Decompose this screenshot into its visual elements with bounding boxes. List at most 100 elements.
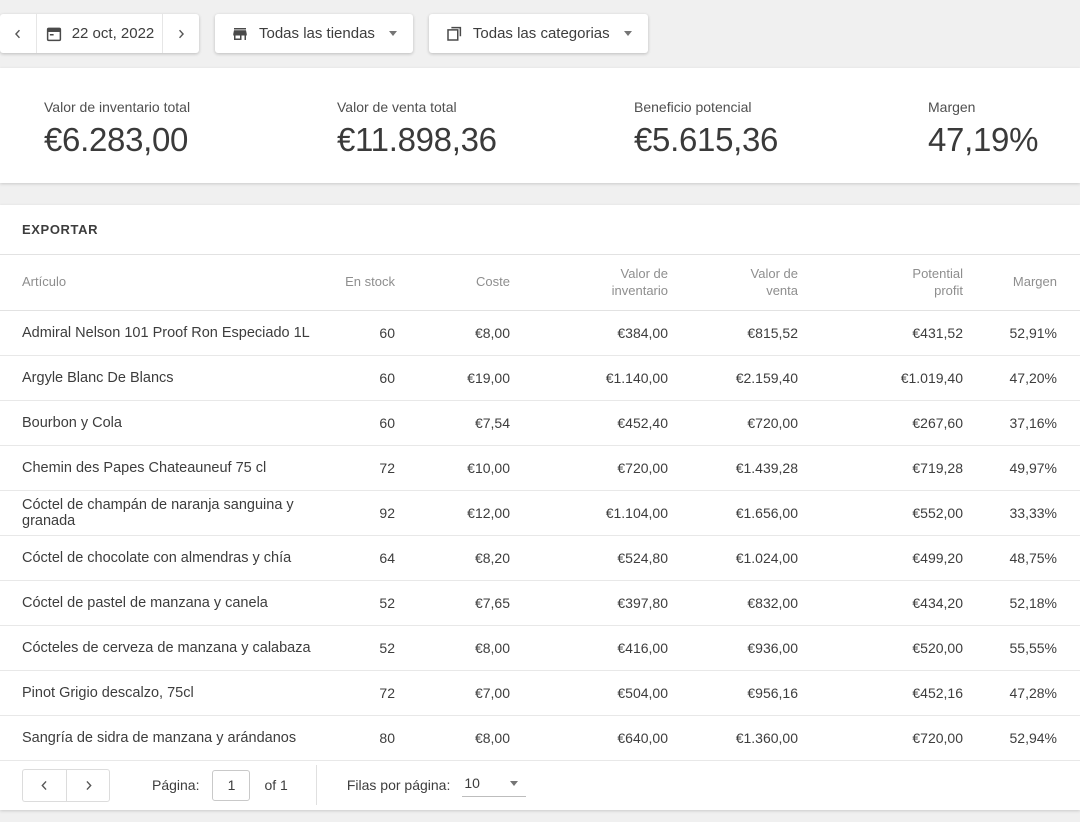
cell-cost: €12,00 [395,490,510,536]
stores-filter-dropdown[interactable]: Todas las tiendas [215,14,413,53]
cell-article: Pinot Grigio descalzo, 75cl [0,670,315,716]
cell-cost: €7,54 [395,400,510,446]
cell-article: Sangría de sidra de manzana y arándanos [0,715,315,761]
cell-margin: 33,33% [963,490,1080,536]
cell-article: Argyle Blanc De Blancs [0,355,315,401]
cell-article: Cóctel de chocolate con almendras y chía [0,535,315,581]
summary-card-margin: Margen 47,19% [928,68,1080,183]
categories-icon [447,26,462,41]
inventory-table: Artículo En stock Coste Valor de inventa… [0,255,1080,761]
export-button[interactable]: EXPORTAR [22,216,98,243]
cell-margin: 55,55% [963,625,1080,671]
header-sale-value: Valor de venta [668,255,798,311]
cell-sale-value: €1.360,00 [668,715,798,761]
summary-label: Margen [928,99,976,115]
previous-date-button[interactable] [0,14,36,53]
cell-cost: €19,00 [395,355,510,401]
calendar-icon [46,27,61,41]
rows-per-page-select[interactable]: 10 [462,773,526,797]
cell-stock: 80 [315,715,395,761]
chevron-right-icon [85,780,92,790]
cell-potential-profit: €431,52 [798,310,963,356]
cell-potential-profit: €1.019,40 [798,355,963,401]
header-stock: En stock [315,255,395,311]
cell-potential-profit: €434,20 [798,580,963,626]
cell-sale-value: €1.024,00 [668,535,798,581]
cell-stock: 60 [315,355,395,401]
cell-sale-value: €956,16 [668,670,798,716]
rows-per-page-value: 10 [464,775,480,791]
page-count-label: of 1 [264,777,288,793]
cell-inventory-value: €504,00 [510,670,668,716]
cell-stock: 92 [315,490,395,536]
dropdown-caret-icon [509,780,518,786]
page-label: Página: [152,777,200,793]
dropdown-caret-icon [623,31,632,36]
header-margin: Margen [963,255,1080,311]
previous-page-button[interactable] [22,768,66,802]
summary-value: €11.898,36 [337,121,497,158]
cell-inventory-value: €524,80 [510,535,668,581]
table-row: Cóctel de chocolate con almendras y chía… [0,535,1080,581]
cell-margin: 49,97% [963,445,1080,491]
store-icon [233,27,247,40]
cell-inventory-value: €397,80 [510,580,668,626]
cell-margin: 52,94% [963,715,1080,761]
summary-label: Valor de venta total [337,99,457,115]
date-navigator: 22 oct, 2022 [0,14,199,53]
dropdown-caret-icon [388,31,397,36]
cell-sale-value: €1.656,00 [668,490,798,536]
cell-stock: 52 [315,625,395,671]
footer-divider [315,765,317,805]
table-row: Sangría de sidra de manzana y arándanos … [0,715,1080,761]
chevron-left-icon [41,780,47,790]
cell-margin: 52,18% [963,580,1080,626]
cell-article: Chemin des Papes Chateauneuf 75 cl [0,445,315,491]
cell-cost: €8,00 [395,715,510,761]
summary-card-inventory-value: Valor de inventario total €6.283,00 [44,68,337,183]
table-header-row: Artículo En stock Coste Valor de inventa… [0,255,1080,311]
cell-margin: 47,28% [963,670,1080,716]
categories-filter-dropdown[interactable]: Todas las categorias [428,14,648,53]
cell-stock: 72 [315,445,395,491]
cell-stock: 60 [315,400,395,446]
table-row: Pinot Grigio descalzo, 75cl 72 €7,00 €50… [0,670,1080,716]
cell-potential-profit: €499,20 [798,535,963,581]
cell-cost: €8,00 [395,625,510,671]
date-picker-button[interactable]: 22 oct, 2022 [36,14,163,53]
cell-potential-profit: €267,60 [798,400,963,446]
cell-sale-value: €832,00 [668,580,798,626]
cell-sale-value: €2.159,40 [668,355,798,401]
categories-filter-label: Todas las categorias [472,25,610,42]
date-picker-value: 22 oct, 2022 [71,25,155,42]
table-row: Argyle Blanc De Blancs 60 €19,00 €1.140,… [0,355,1080,401]
cell-inventory-value: €384,00 [510,310,668,356]
table-row: Admiral Nelson 101 Proof Ron Especiado 1… [0,310,1080,356]
cell-inventory-value: €416,00 [510,625,668,671]
cell-potential-profit: €719,28 [798,445,963,491]
cell-sale-value: €1.439,28 [668,445,798,491]
page-number-input[interactable] [212,769,251,801]
cell-sale-value: €720,00 [668,400,798,446]
cell-stock: 72 [315,670,395,716]
summary-value: €5.615,36 [634,121,779,158]
header-cost: Coste [395,255,510,311]
chevron-right-icon [179,29,184,38]
table-row: Cóctel de champán de naranja sanguina y … [0,490,1080,536]
cell-article: Admiral Nelson 101 Proof Ron Especiado 1… [0,310,315,356]
table-actions-bar: EXPORTAR [0,205,1080,255]
next-date-button[interactable] [163,14,199,53]
cell-margin: 48,75% [963,535,1080,581]
summary-value: 47,19% [928,121,1039,158]
summary-label: Valor de inventario total [44,99,191,115]
next-page-button[interactable] [66,768,110,802]
cell-inventory-value: €640,00 [510,715,668,761]
cell-stock: 52 [315,580,395,626]
cell-cost: €7,65 [395,580,510,626]
cell-margin: 52,91% [963,310,1080,356]
header-potential-profit: Potential profit [798,255,963,311]
summary-label: Beneficio potencial [634,99,752,115]
summary-card-potential-profit: Beneficio potencial €5.615,36 [634,68,928,183]
cell-inventory-value: €720,00 [510,445,668,491]
cell-article: Cócteles de cerveza de manzana y calabaz… [0,625,315,671]
